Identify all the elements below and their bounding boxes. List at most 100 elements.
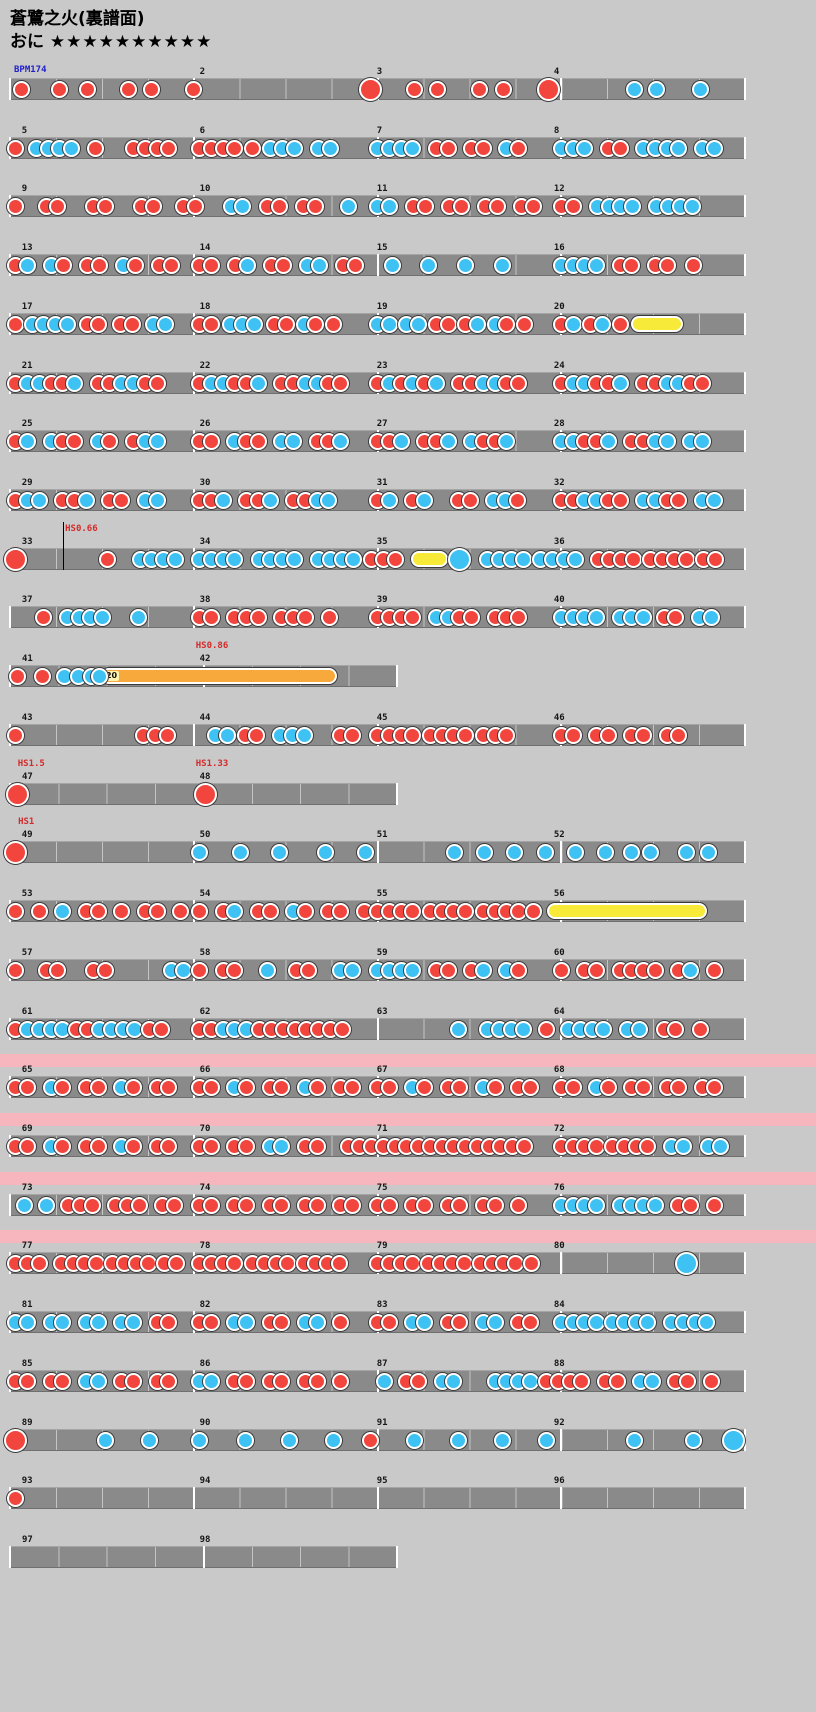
measure-number: 35 [376, 537, 388, 547]
ka-note [702, 608, 720, 626]
don-note [66, 432, 84, 450]
measure-line [744, 313, 746, 335]
don-note [405, 80, 423, 98]
don-note [474, 139, 492, 157]
measure-line [9, 606, 11, 628]
measure-number: 58 [199, 948, 211, 958]
measure-number: 57 [21, 948, 33, 958]
don-note [510, 961, 528, 979]
ka-note [226, 550, 244, 568]
don-note [296, 902, 314, 920]
don-note [238, 1078, 256, 1096]
measure-line [744, 1487, 746, 1509]
measure-number: 13 [21, 243, 33, 253]
don-note [611, 491, 629, 509]
measure-number: 82 [199, 1300, 211, 1310]
big-don-note [537, 77, 561, 101]
ka-note [521, 1372, 539, 1390]
don-note [90, 315, 108, 333]
ka-note [226, 902, 244, 920]
don-note [7, 726, 25, 744]
don-note [564, 726, 582, 744]
measure-line [744, 489, 746, 511]
hs-marker: HS0.86 [195, 641, 229, 651]
measure-line [9, 1546, 11, 1568]
don-note [380, 1196, 398, 1214]
measure-number: 93 [21, 1476, 33, 1486]
measure-line [396, 783, 398, 805]
measure-number: 60 [553, 948, 565, 958]
don-note [249, 432, 267, 450]
ka-note [89, 1313, 107, 1331]
don-note [611, 139, 629, 157]
measure-number: 83 [376, 1300, 388, 1310]
ka-note [593, 315, 611, 333]
don-note [457, 726, 475, 744]
big-don-note [4, 840, 28, 864]
measure-number: 68 [553, 1065, 565, 1075]
don-note [524, 197, 542, 215]
measure-line [202, 1546, 205, 1568]
measure-number: 87 [376, 1359, 388, 1369]
don-note [521, 1078, 539, 1096]
ka-note [245, 315, 263, 333]
measure-number: 7 [376, 126, 383, 136]
ka-note [564, 315, 582, 333]
ka-note [261, 491, 279, 509]
branch-band [0, 1230, 816, 1243]
measure-number: 17 [21, 302, 33, 312]
don-note [307, 315, 325, 333]
ka-note [308, 1313, 326, 1331]
ka-note [238, 1313, 256, 1331]
don-note [279, 1254, 297, 1272]
ka-note [238, 256, 256, 274]
don-note [330, 1254, 348, 1272]
ka-note [19, 432, 37, 450]
don-note [113, 902, 131, 920]
measure-line [560, 1487, 563, 1509]
don-note [599, 1078, 617, 1096]
don-note [160, 1137, 178, 1155]
hs-change-line [62, 522, 64, 570]
ka-note [236, 1431, 254, 1449]
measure-line [192, 724, 195, 746]
ka-note [566, 843, 584, 861]
measure-number: 73 [21, 1183, 33, 1193]
ka-note [148, 432, 166, 450]
measure-line [376, 841, 379, 863]
don-note [344, 1196, 361, 1214]
ka-note [691, 80, 709, 98]
measure-number: 29 [21, 478, 33, 488]
don-note [51, 80, 69, 98]
big-don-note [4, 547, 28, 571]
measure-number: 91 [376, 1418, 388, 1428]
don-note [667, 1020, 685, 1038]
don-note [113, 491, 131, 509]
measure-number: 5 [21, 126, 28, 136]
don-note [508, 491, 526, 509]
ka-note [476, 843, 494, 861]
don-note [524, 902, 542, 920]
don-note [249, 608, 267, 626]
ka-note [285, 432, 303, 450]
don-note [191, 902, 209, 920]
ka-note [449, 1431, 467, 1449]
ka-note [611, 374, 629, 392]
don-note [49, 961, 67, 979]
measure-line [744, 1311, 746, 1333]
measure-line [744, 724, 746, 746]
ka-note [514, 550, 532, 568]
don-note [516, 315, 533, 333]
measure-number: 52 [553, 830, 565, 840]
measure-number: 96 [553, 1476, 565, 1486]
ka-note [19, 1313, 37, 1331]
don-note [486, 1078, 504, 1096]
don-note [54, 1078, 72, 1096]
ka-note [474, 961, 492, 979]
don-note [119, 80, 137, 98]
ka-note [383, 256, 401, 274]
don-note [510, 608, 528, 626]
measure-number: 97 [21, 1535, 33, 1545]
ka-note [214, 491, 232, 509]
